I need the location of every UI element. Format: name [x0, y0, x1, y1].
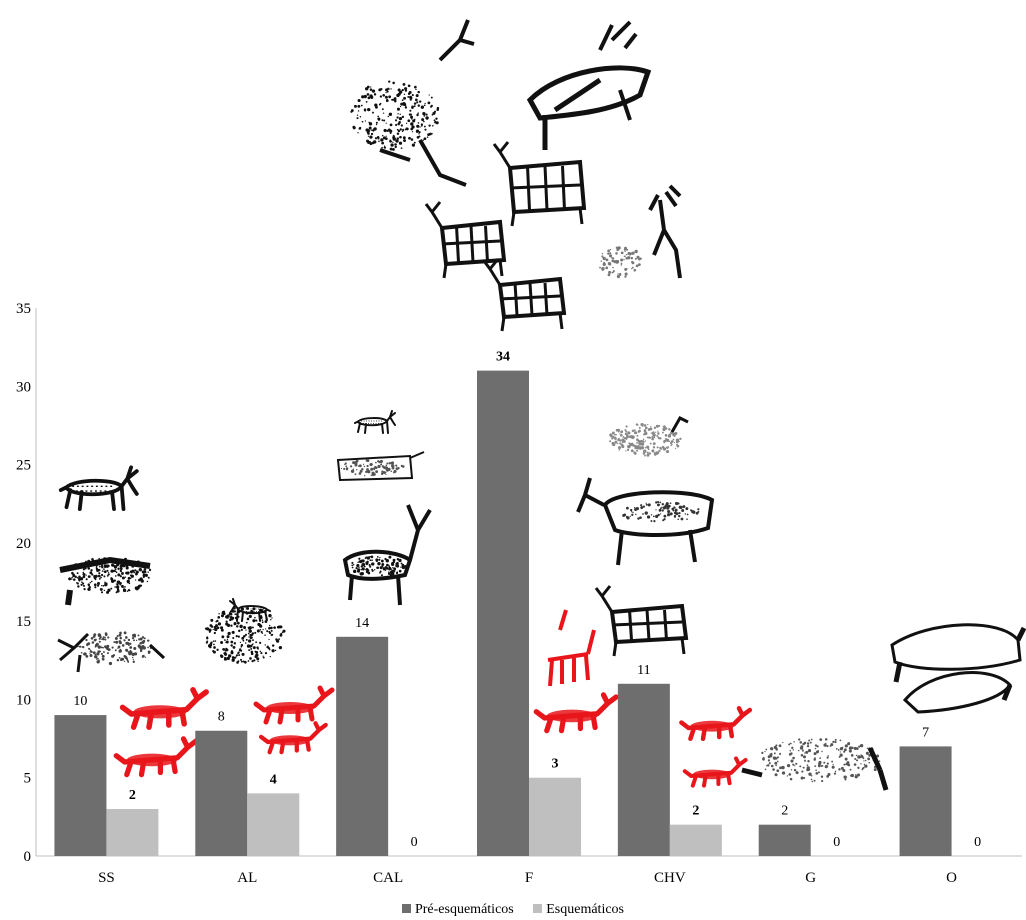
- deer-petroglyph-icon: [424, 201, 507, 279]
- y-tick-label: 25: [16, 458, 31, 474]
- bar-pre-al: [195, 730, 248, 856]
- data-label-pre-o: 7: [922, 725, 929, 740]
- data-label-esq-o: 0: [974, 835, 981, 850]
- bar-pre-ss: [54, 715, 107, 856]
- red-schematic-animal-icon: [533, 692, 619, 734]
- data-label-esq-ss: 2: [129, 788, 136, 803]
- bar-pre-o: [899, 746, 952, 856]
- bar-pre-chv: [617, 683, 670, 856]
- data-labels: 10 2 8 4 14 0 34 3 11 2 2 0 7 0: [73, 350, 981, 850]
- data-label-esq-cal: 0: [411, 835, 418, 850]
- deer-petroglyph-icon: [482, 258, 567, 332]
- data-label-esq-chv: 2: [692, 804, 699, 819]
- red-schematic-animal-icon: [119, 687, 209, 730]
- data-label-esq-g: 0: [833, 835, 840, 850]
- deer-petroglyph-icon: [58, 465, 139, 512]
- deer-petroglyph-icon: [670, 416, 689, 433]
- legend-swatch-pre: [401, 904, 411, 913]
- red-schematic-animal-icon: [113, 736, 199, 778]
- category-label-f: F: [525, 870, 533, 886]
- deer-petroglyph-icon: [890, 623, 1022, 714]
- deer-petroglyph-icon: [598, 20, 638, 121]
- bars: [54, 370, 952, 856]
- deer-petroglyph-icon: [648, 184, 682, 279]
- y-tick-label: 5: [24, 771, 32, 787]
- deer-petroglyph-icon: [59, 556, 151, 606]
- y-tick-label: 10: [16, 692, 31, 708]
- deer-petroglyph-icon: [229, 598, 271, 622]
- bar-esq-ss: [106, 809, 159, 856]
- legend-item-pre: Pré-esquemáticos: [401, 902, 517, 917]
- deer-petroglyph-icon: [893, 626, 1026, 701]
- bar-esq-chv: [669, 824, 722, 856]
- y-tick-label: 0: [24, 849, 32, 865]
- category-label-cal: CAL: [373, 870, 403, 886]
- petroglyph-illustrations: [57, 19, 1026, 791]
- deer-petroglyph-icon: [57, 632, 166, 673]
- category-label-al: AL: [237, 870, 257, 886]
- deer-petroglyph-icon: [336, 451, 425, 482]
- deer-petroglyph-icon: [526, 65, 652, 150]
- legend: Pré-esquemáticos Esquemáticos: [0, 902, 1026, 918]
- y-tick-labels: 0 5 10 15 20 25 30 35: [16, 301, 31, 865]
- deer-petroglyph-icon: [204, 606, 286, 664]
- data-label-pre-al: 8: [218, 710, 225, 725]
- deer-petroglyph-icon: [594, 585, 689, 657]
- deer-petroglyph-icon: [350, 80, 440, 151]
- category-labels: SS AL CAL F CHV G O: [98, 870, 957, 886]
- data-label-pre-chv: 11: [637, 663, 650, 678]
- data-label-esq-al: 4: [270, 772, 277, 787]
- deer-petroglyph-icon: [76, 631, 153, 666]
- bar-esq-al: [247, 793, 300, 856]
- category-label-g: G: [805, 870, 816, 886]
- legend-label-esq: Esquemáticos: [546, 902, 624, 917]
- bar-pre-f: [477, 370, 529, 856]
- red-schematic-animal-icon: [679, 705, 753, 742]
- data-label-pre-g: 2: [781, 804, 788, 819]
- deer-petroglyph-icon: [609, 423, 682, 457]
- bar-pre-cal: [336, 636, 389, 856]
- bar-pre-g: [758, 824, 811, 856]
- data-label-esq-f: 3: [552, 757, 559, 772]
- deer-petroglyph-icon: [599, 246, 642, 279]
- deer-petroglyph-icon: [622, 500, 700, 523]
- red-schematic-illustrations: [113, 609, 753, 788]
- y-tick-label: 15: [16, 614, 31, 630]
- y-tick-label: 30: [16, 379, 31, 395]
- red-schematic-animal-icon: [253, 685, 335, 725]
- y-tick-label: 35: [16, 301, 31, 317]
- category-label-ss: SS: [98, 870, 115, 886]
- deer-petroglyph-icon: [354, 410, 396, 434]
- legend-item-esq: Esquemáticos: [533, 902, 624, 917]
- bar-esq-f: [529, 777, 581, 856]
- deer-petroglyph-icon: [576, 477, 715, 566]
- deer-petroglyph-icon: [492, 141, 587, 227]
- deer-petroglyph-icon: [342, 504, 432, 606]
- deer-petroglyph-icon: [761, 738, 881, 783]
- y-tick-label: 20: [16, 536, 31, 552]
- data-label-pre-ss: 10: [73, 694, 87, 709]
- deer-petroglyph-icon: [741, 746, 889, 791]
- red-schematic-animal-icon: [258, 721, 328, 755]
- deer-petroglyph-icon: [379, 19, 475, 187]
- category-label-o: O: [946, 870, 957, 886]
- deer-petroglyph-icon: [351, 555, 407, 577]
- legend-swatch-esq: [533, 904, 543, 913]
- data-label-pre-f: 34: [496, 350, 510, 365]
- red-schematic-animal-icon: [547, 609, 596, 687]
- red-schematic-animal-icon: [682, 756, 748, 788]
- legend-label-pre: Pré-esquemáticos: [414, 902, 514, 917]
- data-label-pre-cal: 14: [355, 616, 369, 631]
- deer-petroglyph-icon: [340, 459, 405, 477]
- category-label-chv: CHV: [654, 870, 686, 886]
